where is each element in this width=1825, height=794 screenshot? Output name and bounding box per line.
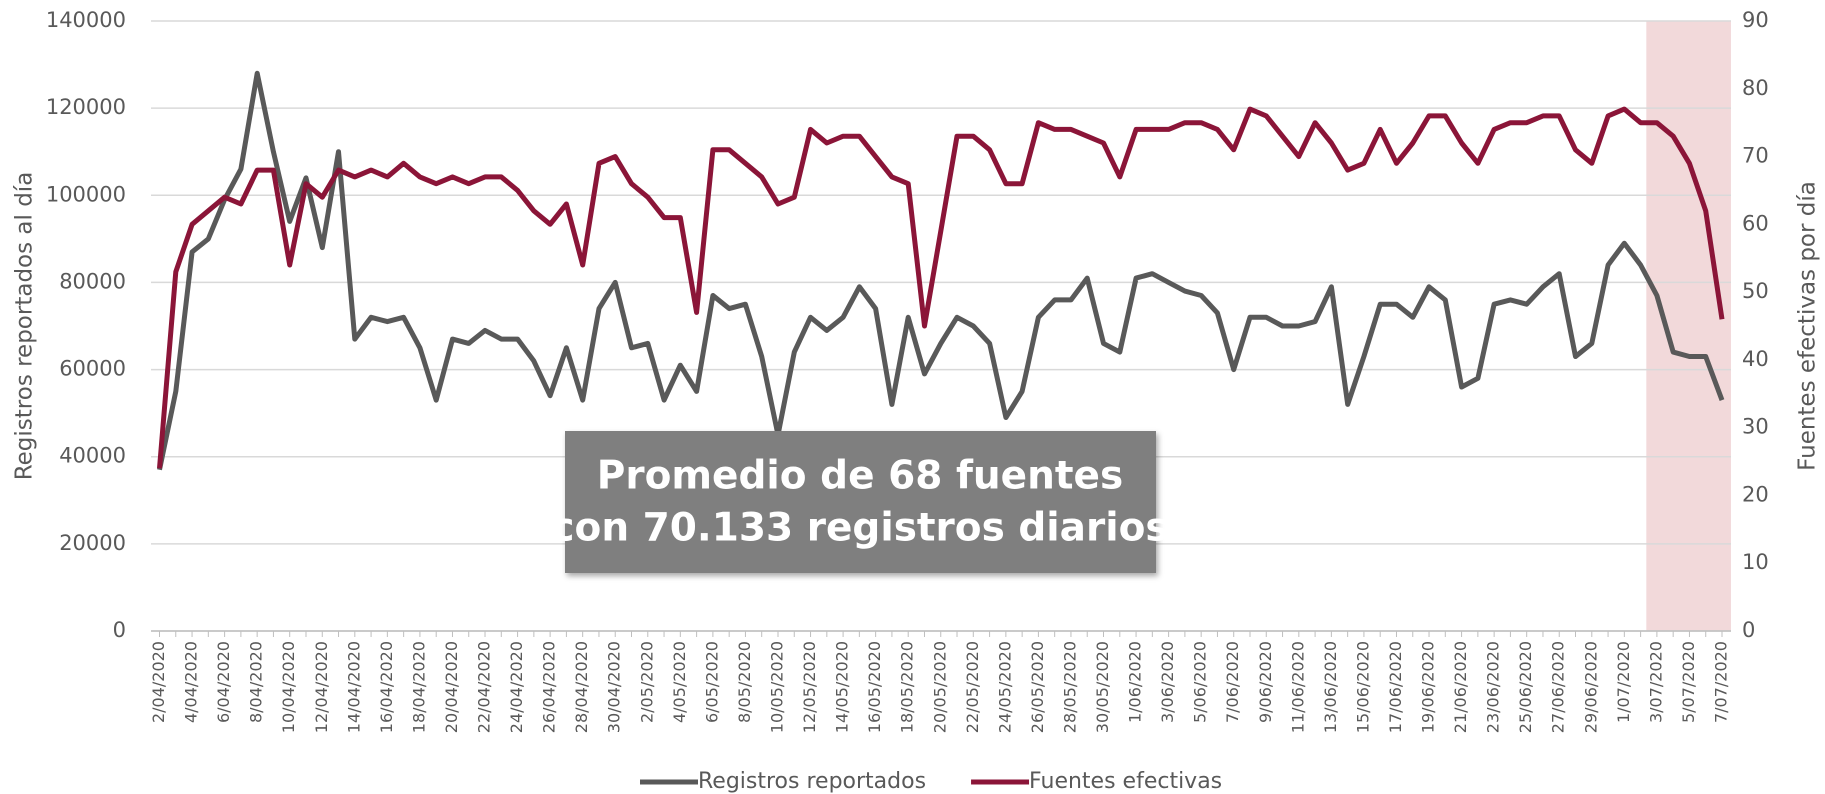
x-tick-label: 3/06/2020: [1158, 641, 1177, 723]
x-tick-label: 8/05/2020: [735, 641, 754, 723]
x-tick-label: 20/05/2020: [930, 641, 949, 733]
x-tick-label: 15/06/2020: [1353, 641, 1372, 733]
x-tick-label: 16/04/2020: [377, 641, 396, 733]
y-axis-title: Registros reportados al día: [12, 172, 38, 481]
x-tick-label: 29/06/2020: [1581, 641, 1600, 733]
x-tick-label: 10/05/2020: [767, 641, 786, 733]
x-tick-label: 19/06/2020: [1419, 641, 1438, 733]
highlight-band: [1646, 21, 1731, 631]
y2-tick-label: 20: [1742, 482, 1769, 506]
x-tick-label: 2/04/2020: [149, 641, 168, 723]
x-tick-label: 28/05/2020: [1060, 641, 1079, 733]
y-tick-label: 0: [113, 618, 126, 642]
x-tick-label: 3/07/2020: [1646, 641, 1665, 723]
y-tick-label: 80000: [59, 269, 126, 293]
x-tick-label: 4/05/2020: [670, 641, 689, 723]
x-tick-label: 22/05/2020: [963, 641, 982, 733]
x-tick-label: 11/06/2020: [1288, 641, 1307, 733]
x-tick-label: 26/05/2020: [1028, 641, 1047, 733]
y-tick-label: 20000: [59, 531, 126, 555]
series-line: [157, 70, 1725, 471]
y-tick-label: 140000: [46, 8, 126, 32]
y2-tick-label: 70: [1742, 144, 1769, 168]
annotation: Promedio de 68 fuentes con 70.133 registr…: [551, 431, 1169, 573]
x-tick-label: 24/05/2020: [995, 641, 1014, 733]
series-line: [157, 106, 1725, 469]
x-tick-label: 30/05/2020: [1093, 641, 1112, 733]
x-tick-label: 8/04/2020: [247, 641, 266, 723]
x-tick-label: 16/05/2020: [865, 641, 884, 733]
x-tick-label: 9/06/2020: [1256, 641, 1275, 723]
x-tick-label: 1/06/2020: [1126, 641, 1145, 723]
x-tick-label: 7/06/2020: [1223, 641, 1242, 723]
x-tick-label: 30/04/2020: [605, 641, 624, 733]
x-tick-label: 28/04/2020: [572, 641, 591, 733]
x-tick-label: 6/04/2020: [214, 641, 233, 723]
y-tick-label: 120000: [46, 95, 126, 119]
y2-tick-label: 80: [1742, 76, 1769, 100]
x-tick-label: 12/05/2020: [800, 641, 819, 733]
y2-tick-label: 40: [1742, 347, 1769, 371]
y2-tick-label: 10: [1742, 550, 1769, 574]
x-tick-label: 1/07/2020: [1614, 641, 1633, 723]
legend-label: Fuentes efectivas: [1029, 769, 1222, 794]
y2-axis-title: Fuentes efectivas por día: [1795, 181, 1821, 471]
x-tick-label: 10/04/2020: [279, 641, 298, 733]
x-tick-label: 21/06/2020: [1451, 641, 1470, 733]
x-tick-label: 25/06/2020: [1516, 641, 1535, 733]
x-tick-label: 17/06/2020: [1386, 641, 1405, 733]
x-tick-label: 18/05/2020: [898, 641, 917, 733]
x-tick-label: 5/07/2020: [1679, 641, 1698, 723]
x-tick-label: 14/04/2020: [344, 641, 363, 733]
x-tick-label: 24/04/2020: [507, 641, 526, 733]
annotation-text: con 70.133 registros diarios: [551, 506, 1168, 551]
x-tick-label: 22/04/2020: [475, 641, 494, 733]
y-tick-label: 40000: [59, 444, 126, 468]
y-tick-label: 60000: [59, 357, 126, 381]
y2-tick-label: 30: [1742, 415, 1769, 439]
x-tick-label: 5/06/2020: [1191, 641, 1210, 723]
y-tick-label: 100000: [46, 182, 126, 206]
y2-tick-label: 60: [1742, 211, 1769, 235]
x-tick-label: 14/05/2020: [833, 641, 852, 733]
y2-tick-label: 90: [1742, 8, 1769, 32]
x-tick-label: 27/06/2020: [1549, 641, 1568, 733]
x-tick-label: 20/04/2020: [442, 641, 461, 733]
x-tick-label: 13/06/2020: [1321, 641, 1340, 733]
x-tick-label: 23/06/2020: [1484, 641, 1503, 733]
x-tick-label: 7/07/2020: [1712, 641, 1731, 723]
y2-tick-label: 50: [1742, 279, 1769, 303]
x-tick-label: 26/04/2020: [540, 641, 559, 733]
x-tick-label: 4/04/2020: [182, 641, 201, 723]
y2-tick-label: 0: [1742, 618, 1755, 642]
annotation-box: [565, 431, 1156, 573]
x-tick-label: 6/05/2020: [702, 641, 721, 723]
annotation-text: Promedio de 68 fuentes: [597, 454, 1123, 499]
x-tick-label: 12/04/2020: [312, 641, 331, 733]
x-tick-label: 2/05/2020: [637, 641, 656, 723]
x-tick-label: 18/04/2020: [409, 641, 428, 733]
legend-label: Registros reportados: [698, 769, 926, 794]
